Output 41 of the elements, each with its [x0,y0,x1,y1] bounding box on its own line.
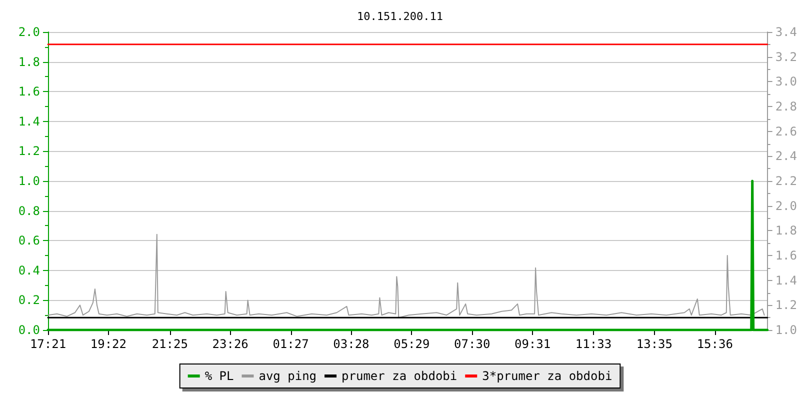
y2-tick-label: 2.8 [775,100,798,114]
chart-title: 10.151.200.11 [356,10,444,23]
y2-tick-label: 1.0 [775,323,798,337]
y-tick-label: 0.0 [18,323,40,337]
y-tick-label: 0.2 [18,293,40,308]
y2-tick-label: 2.2 [775,174,798,188]
legend-label: avg ping [258,369,317,383]
x-tick-label: 07:30 [454,337,490,351]
y2-tick-label: 3.2 [775,50,798,64]
x-tick-label: 21:25 [152,337,188,351]
y-tick-label: 0.4 [18,263,40,278]
x-tick-label: 01:27 [272,337,309,351]
y2-tick-label: 1.6 [775,248,798,262]
x-tick-label: 05:29 [394,337,430,351]
y-tick-label: 1.8 [18,54,40,69]
y2-tick-label: 2.6 [775,124,798,138]
y2-tick-label: 3.4 [775,25,798,39]
y2-tick-label: 2.0 [775,198,798,213]
y-tick-label: 1.2 [18,144,40,158]
x-tick-label: 11:33 [575,337,612,351]
y-tick-label: 1.4 [18,114,40,128]
x-tick-label: 23:26 [212,337,248,351]
x-tick-label: 19:22 [90,337,127,351]
y2-tick-label: 2.4 [775,149,798,164]
x-tick-label: 03:28 [333,337,370,351]
x-tick-label: 17:21 [30,337,66,351]
y-tick-label: 0.8 [18,204,40,218]
legend-label: prumer za obdobi [342,369,458,383]
legend-label: % PL [204,369,234,383]
y-tick-label: 0.6 [18,234,40,248]
y2-tick-label: 1.4 [775,273,798,288]
y2-tick-label: 3.0 [775,74,798,89]
x-tick-label: 13:35 [636,337,672,351]
legend-label: 3*prumer za obdobi [482,369,612,383]
y-tick-label: 1.0 [18,174,40,188]
x-tick-label: 15:36 [696,337,733,351]
y-tick-label: 1.6 [18,84,40,99]
y2-tick-label: 1.2 [775,298,798,312]
y2-tick-label: 1.8 [775,224,798,238]
y-tick-label: 2.0 [18,25,40,39]
x-tick-label: 09:31 [514,337,551,351]
